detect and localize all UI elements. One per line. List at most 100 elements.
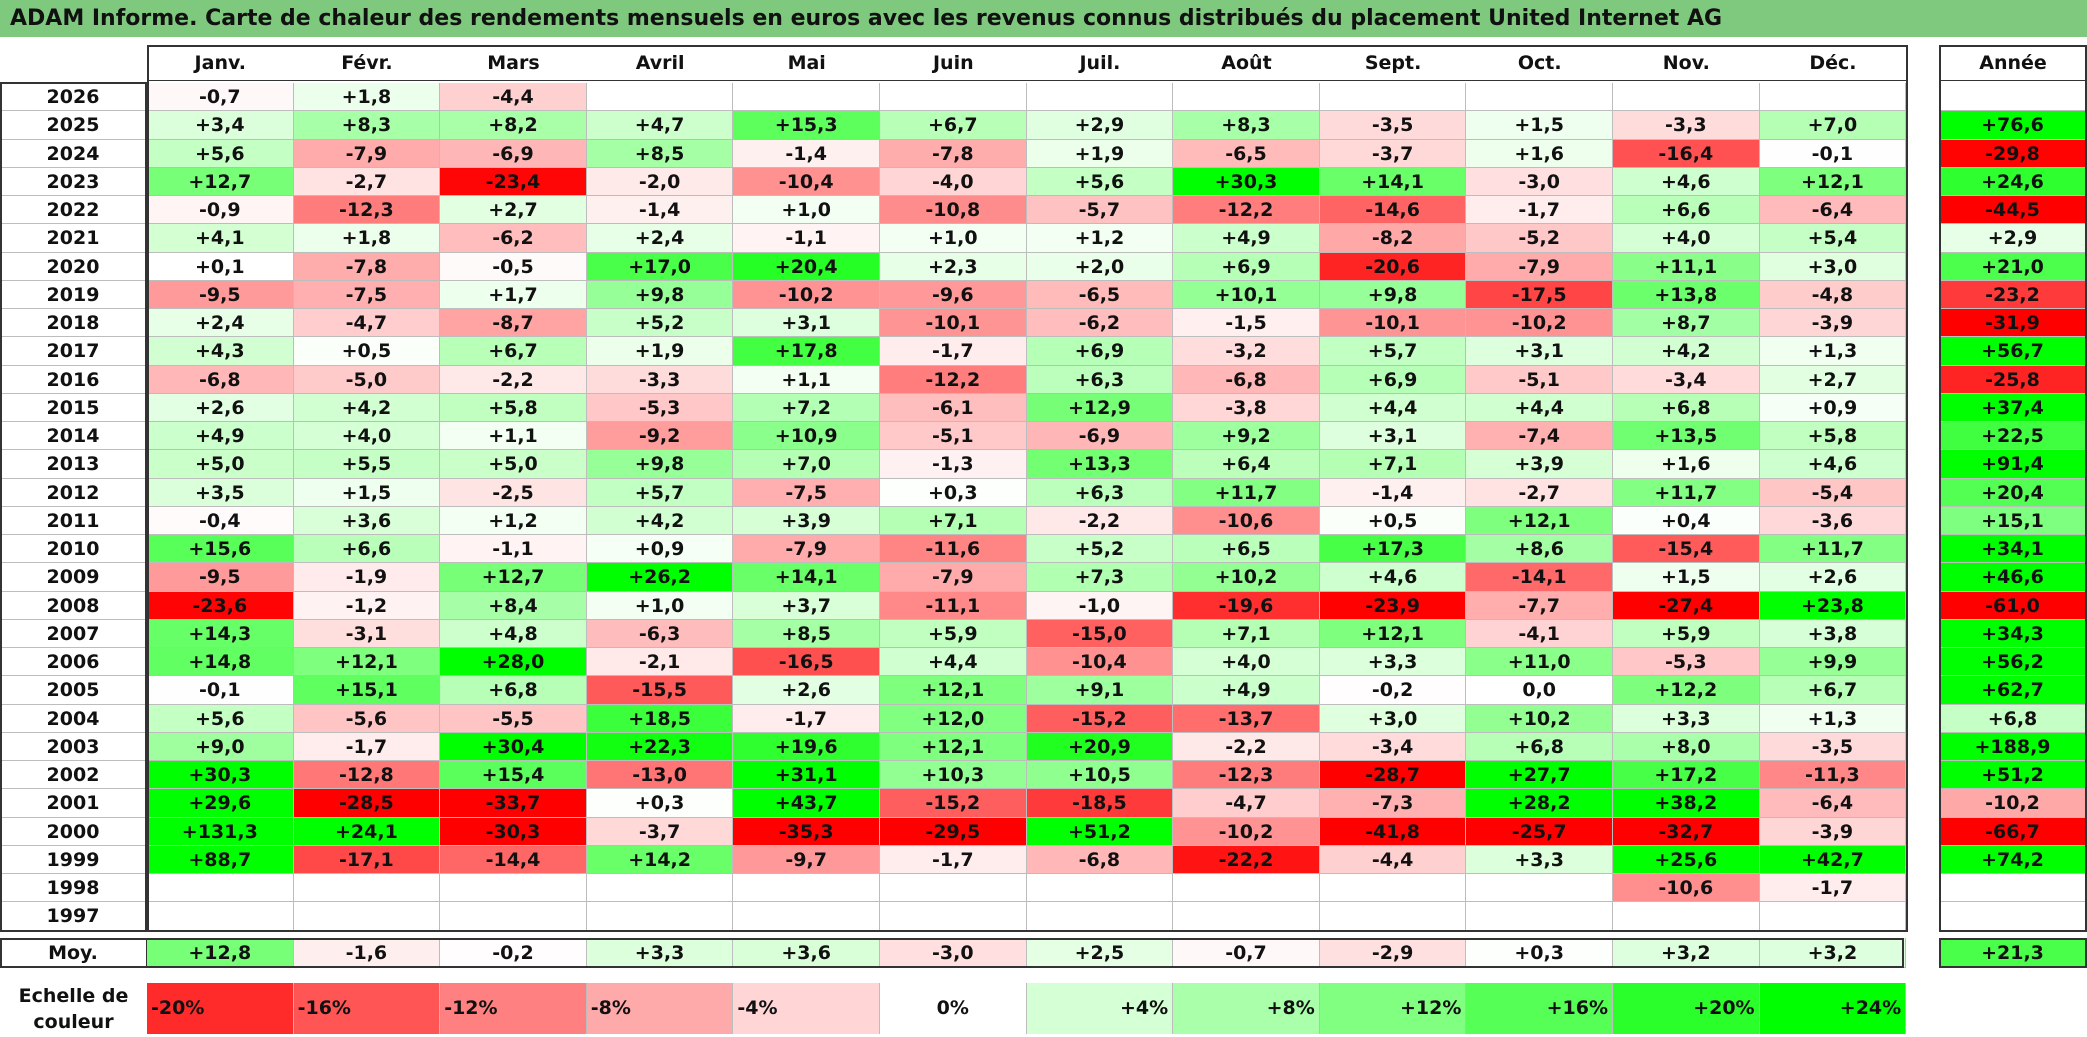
heatmap-cell: +28,2 (1466, 789, 1613, 818)
heatmap-cell: +1,9 (586, 337, 734, 366)
month-header: Févr. (293, 45, 441, 81)
heatmap-cell: +0,3 (586, 789, 734, 818)
heatmap-cell: -27,4 (1613, 591, 1760, 620)
year-label: 2026 (0, 83, 147, 112)
heatmap-cell: +5,0 (440, 450, 587, 479)
heatmap-cell: +5,4 (1759, 224, 1907, 253)
heatmap-cell: +5,5 (293, 450, 441, 479)
heatmap-cell: +13,3 (1026, 450, 1174, 479)
year-label: 2016 (0, 365, 147, 394)
heatmap-cell: -0,7 (147, 83, 294, 112)
heatmap-cell: +3,9 (1466, 450, 1613, 479)
heatmap-cell: -13,0 (586, 761, 734, 790)
heatmap-cell: +12,1 (1759, 167, 1907, 196)
heatmap-cell: +4,2 (1613, 337, 1760, 366)
heatmap-cell: -3,4 (1613, 365, 1760, 394)
heatmap-cell: +2,4 (147, 309, 294, 338)
average-cell: -0,2 (440, 938, 587, 968)
heatmap-cell: -1,7 (1466, 196, 1613, 225)
heatmap-cell: +4,9 (1173, 676, 1320, 705)
scale-swatch: -8% (586, 983, 734, 1034)
heatmap-cell: +6,3 (1026, 365, 1174, 394)
heatmap-cell: +1,6 (1466, 139, 1613, 168)
heatmap-cell: -9,7 (733, 845, 880, 874)
heatmap-cell: +8,6 (1466, 535, 1613, 564)
heatmap-cell: +1,1 (440, 422, 587, 451)
heatmap-cell: 0,0 (1466, 676, 1613, 705)
heatmap-cell: +5,6 (147, 704, 294, 733)
average-cell: -2,9 (1319, 938, 1467, 968)
heatmap-cell (1026, 902, 1174, 931)
heatmap-cell: +4,0 (1173, 648, 1320, 677)
heatmap-cell: +6,8 (440, 676, 587, 705)
average-cell: +0,3 (1466, 938, 1613, 968)
heatmap-cell: +5,9 (880, 619, 1027, 648)
heatmap-cell: -19,6 (1173, 591, 1320, 620)
heatmap-cell: +12,2 (1613, 676, 1760, 705)
year-label: 1999 (0, 845, 147, 874)
heatmap-cell (1613, 902, 1760, 931)
heatmap-cell: +4,4 (880, 648, 1027, 677)
year-label: 2007 (0, 619, 147, 648)
average-cell: -1,6 (293, 938, 441, 968)
month-header: Sept. (1319, 45, 1467, 81)
heatmap-cell (1173, 83, 1320, 112)
heatmap-cell: -30,3 (440, 817, 587, 846)
month-header: Juil. (1026, 45, 1174, 81)
heatmap-cell: +3,3 (1466, 845, 1613, 874)
heatmap-cell: -32,7 (1613, 817, 1760, 846)
heatmap-cell: +6,6 (1613, 196, 1760, 225)
heatmap-cell (293, 874, 441, 903)
heatmap-cell: +8,0 (1613, 732, 1760, 761)
heatmap-cell: -9,6 (880, 280, 1027, 309)
heatmap-cell: -10,2 (1173, 817, 1320, 846)
annual-cell: +76,6 (1939, 111, 2087, 140)
heatmap-cell: -3,7 (586, 817, 734, 846)
heatmap-cell: +13,5 (1613, 422, 1760, 451)
heatmap-cell: -10,4 (733, 167, 880, 196)
heatmap-cell: +11,1 (1613, 252, 1760, 281)
heatmap-cell (1026, 83, 1174, 112)
heatmap-cell: +1,7 (440, 280, 587, 309)
heatmap-cell: +4,3 (147, 337, 294, 366)
heatmap-cell: +3,0 (1319, 704, 1467, 733)
heatmap-cell: +17,0 (586, 252, 734, 281)
heatmap-cell: +12,1 (293, 648, 441, 677)
heatmap-cell: +12,0 (880, 704, 1027, 733)
heatmap-cell: +17,2 (1613, 761, 1760, 790)
year-label: 2015 (0, 393, 147, 422)
heatmap-cell: +1,3 (1759, 337, 1907, 366)
heatmap-cell (880, 83, 1027, 112)
heatmap-cell: -29,5 (880, 817, 1027, 846)
heatmap-cell: +5,8 (440, 393, 587, 422)
heatmap-cell (586, 83, 734, 112)
heatmap-cell: -16,5 (733, 648, 880, 677)
scale-swatch: +20% (1613, 983, 1760, 1034)
heatmap-cell: +15,4 (440, 761, 587, 790)
heatmap-cell: -7,5 (293, 280, 441, 309)
heatmap-cell: -1,7 (733, 704, 880, 733)
heatmap-cell: -7,8 (293, 252, 441, 281)
heatmap-cell: +29,6 (147, 789, 294, 818)
heatmap-cell: -2,7 (293, 167, 441, 196)
heatmap-cell: -20,6 (1319, 252, 1467, 281)
heatmap-cell: -12,2 (880, 365, 1027, 394)
heatmap-cell: -12,2 (1173, 196, 1320, 225)
year-label: 2017 (0, 337, 147, 366)
heatmap-cell (586, 902, 734, 931)
heatmap-cell: +2,0 (1026, 252, 1174, 281)
heatmap-cell (1173, 874, 1320, 903)
heatmap-cell: -2,2 (1173, 732, 1320, 761)
heatmap-cell: +13,8 (1613, 280, 1760, 309)
heatmap-cell: +18,5 (586, 704, 734, 733)
heatmap-cell: -5,4 (1759, 478, 1907, 507)
heatmap-cell: +6,8 (1466, 732, 1613, 761)
heatmap-cell: +4,4 (1319, 393, 1467, 422)
average-cell: +2,5 (1026, 938, 1174, 968)
heatmap-cell: -16,4 (1613, 139, 1760, 168)
heatmap-cell: +8,5 (586, 139, 734, 168)
heatmap-cell: +19,6 (733, 732, 880, 761)
heatmap-cell: +6,6 (293, 535, 441, 564)
heatmap-cell: -4,1 (1466, 619, 1613, 648)
heatmap-cell: -6,8 (147, 365, 294, 394)
